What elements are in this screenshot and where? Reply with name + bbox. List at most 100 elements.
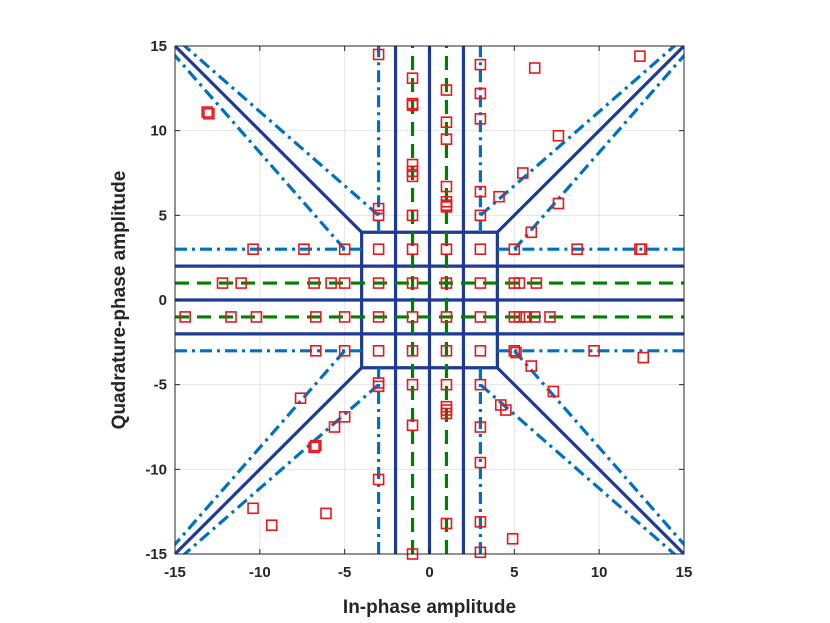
symbol-marker <box>440 517 453 530</box>
symbol-marker <box>474 243 487 255</box>
symbol-marker <box>547 385 560 398</box>
symbol-marker <box>530 277 543 289</box>
symbol-marker <box>440 378 453 391</box>
symbol-marker <box>474 277 487 289</box>
boundary-line-dashdot <box>175 349 346 547</box>
symbol-marker <box>308 277 320 289</box>
symbol-marker <box>571 243 583 255</box>
symbol-marker <box>338 277 351 289</box>
symbol-marker <box>225 311 237 323</box>
y-tick-label: 15 <box>150 38 167 55</box>
symbol-marker <box>517 167 529 179</box>
symbol-marker <box>493 190 505 203</box>
y-tick-label: -5 <box>154 377 167 394</box>
symbol-marker <box>406 209 419 222</box>
symbol-marker <box>500 404 512 416</box>
symbol-marker <box>372 202 385 215</box>
symbol-marker <box>440 243 453 255</box>
x-tick-label: 15 <box>676 564 693 581</box>
boundary-line-dashdot <box>513 349 684 547</box>
symbol-marker <box>440 84 453 96</box>
symbol-marker <box>372 311 385 323</box>
symbol-marker <box>406 378 419 391</box>
symbol-marker <box>506 532 519 545</box>
symbol-marker <box>201 106 214 118</box>
symbol-marker <box>372 243 385 255</box>
symbol-marker <box>474 516 487 528</box>
symbol-marker <box>372 380 385 393</box>
symbol-marker <box>525 360 538 372</box>
symbol-marker <box>406 419 419 432</box>
symbol-marker <box>552 129 565 142</box>
symbol-marker <box>372 344 385 357</box>
x-tick-label: -10 <box>249 564 271 581</box>
symbol-marker <box>247 502 259 515</box>
decision-boundaries <box>175 46 684 554</box>
symbol-marker <box>338 243 351 255</box>
symbol-marker <box>474 311 487 323</box>
x-axis-label: In-phase amplitude <box>343 597 516 618</box>
symbol-marker <box>406 99 419 112</box>
y-tick-label: 5 <box>159 207 167 224</box>
symbol-marker <box>338 411 351 423</box>
symbol-marker <box>520 311 533 323</box>
received-symbols <box>179 48 650 560</box>
symbol-marker <box>372 277 385 289</box>
symbol-marker <box>338 344 351 357</box>
boundary-line-dashdot <box>479 46 677 217</box>
symbol-marker <box>474 87 487 100</box>
boundary-line-solid <box>175 46 363 234</box>
symbol-marker <box>406 170 419 183</box>
symbol-marker <box>513 277 526 289</box>
symbol-marker <box>235 277 247 289</box>
symbol-marker <box>325 277 337 289</box>
symbol-marker <box>474 185 487 198</box>
symbol-marker <box>474 546 487 559</box>
x-tick-label: 5 <box>510 564 518 581</box>
symbol-marker <box>440 116 453 128</box>
symbol-marker <box>247 243 259 255</box>
x-tick-label: -5 <box>338 564 351 581</box>
symbol-marker <box>474 378 487 391</box>
symbol-marker <box>216 277 229 289</box>
symbol-marker <box>298 243 310 255</box>
boundary-line-solid <box>496 46 684 234</box>
symbol-marker <box>510 346 522 359</box>
symbol-marker <box>474 113 487 125</box>
symbol-marker <box>406 344 419 357</box>
symbol-marker <box>320 507 332 520</box>
boundary-line-dashdot <box>182 46 380 217</box>
y-tick-label: 0 <box>159 292 167 309</box>
y-tick-label: 10 <box>150 123 167 140</box>
symbol-marker <box>294 392 307 405</box>
symbol-marker <box>406 243 419 255</box>
symbol-marker <box>440 311 453 323</box>
symbol-marker <box>528 62 541 74</box>
symbol-marker <box>440 180 453 193</box>
symbol-marker <box>406 311 419 323</box>
symbol-marker <box>372 48 385 61</box>
ticks: -15 -10 -5 0 5 10 15 -15 -10 -5 0 5 10 15 <box>145 38 692 581</box>
symbol-marker <box>637 351 650 364</box>
symbol-marker <box>406 277 419 289</box>
boundary-series-dashdot <box>175 46 684 554</box>
symbol-marker <box>310 344 322 357</box>
symbol-marker <box>406 72 419 84</box>
symbol-marker <box>528 311 541 323</box>
boundary-line-dashdot <box>479 383 677 554</box>
symbol-marker <box>544 311 556 323</box>
x-tick-label: -15 <box>164 564 186 581</box>
y-axis-label: Quadrature-phase amplitude <box>109 171 130 430</box>
symbol-marker <box>474 421 487 433</box>
boundary-series-solid <box>175 46 684 554</box>
x-tick-label: 10 <box>591 564 608 581</box>
symbol-marker <box>525 226 538 239</box>
boundary-line-dashdot <box>175 53 346 251</box>
symbol-marker <box>440 133 453 145</box>
symbol-marker <box>634 50 646 62</box>
symbol-marker <box>250 311 263 323</box>
symbol-marker <box>588 344 600 357</box>
boundary-line-dashdot <box>513 53 684 251</box>
symbol-marker <box>635 243 648 255</box>
